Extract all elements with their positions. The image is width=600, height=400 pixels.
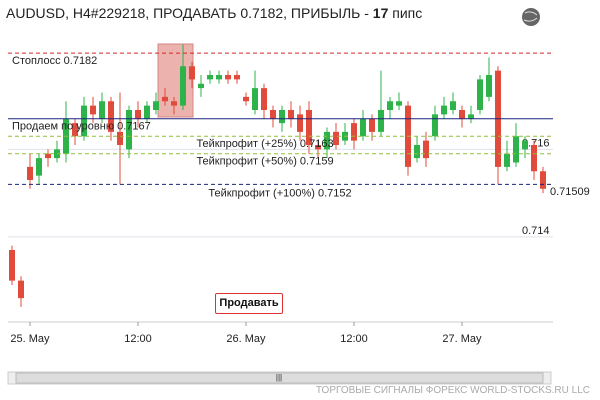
scroll-grip: |||: [276, 373, 282, 382]
x-tick-label: 27. May: [442, 333, 482, 345]
level-label: Тейкпрофит (+100%) 0.7152: [208, 187, 351, 199]
candle-body: [540, 171, 546, 189]
candle-body: [243, 96, 249, 102]
candle-body: [387, 101, 393, 110]
candle-body: [297, 114, 303, 132]
candle-body: [441, 105, 447, 115]
candle-body: [360, 118, 366, 137]
x-tick-label: 26. May: [226, 333, 266, 345]
candle-body: [315, 145, 321, 150]
entry-zone: [157, 43, 194, 118]
candle-body: [27, 166, 33, 180]
candle-body: [279, 110, 285, 124]
candle-body: [9, 250, 15, 281]
x-tick-label: 12:00: [340, 333, 368, 345]
candle-body: [36, 158, 42, 176]
candle-body: [486, 75, 492, 97]
candle-body: [414, 145, 420, 159]
level-label: Тейкпрофит (+50%) 0.7159: [196, 156, 333, 168]
candle-body: [126, 110, 132, 150]
scroll-thumb[interactable]: [15, 372, 544, 384]
last-price: 0.71509: [550, 186, 590, 198]
candle-body: [333, 131, 339, 145]
candle-body: [270, 110, 276, 119]
candle-body: [90, 105, 96, 115]
title-text: AUDUSD, H4#229218, ПРОДАВАТЬ 0.7182, ПРИ…: [6, 5, 369, 21]
candle-body: [513, 136, 519, 163]
y-tick-label: 0.714: [522, 225, 550, 237]
candle-body: [351, 123, 357, 141]
candle-body: [288, 110, 294, 119]
candle-body: [522, 140, 528, 150]
candle-body: [396, 101, 402, 106]
x-tick-label: 25. May: [10, 333, 50, 345]
candle-body: [108, 101, 114, 132]
unit: пипс: [392, 5, 423, 21]
candle-body: [45, 153, 51, 159]
candle-body: [72, 123, 78, 137]
candle-body: [117, 131, 123, 145]
candle-body: [153, 101, 159, 110]
y-tick-label: 0.716: [522, 137, 550, 149]
level-label: Тейкпрофит (+25%) 0.7163: [196, 138, 333, 150]
globe-icon[interactable]: [522, 8, 540, 26]
sell-button[interactable]: Продавать: [215, 293, 283, 314]
candle-body: [144, 105, 150, 119]
candle-body: [450, 101, 456, 110]
candle-body: [207, 75, 213, 80]
candle-body: [171, 101, 177, 106]
footer: ТОРГОВЫЕ СИГНАЛЫ ФОРЕКС WORLD-STOCKS.RU …: [315, 385, 590, 396]
candle-body: [369, 118, 375, 132]
candle-body: [180, 66, 186, 106]
candle-body: [225, 75, 231, 80]
title: AUDUSD, H4#229218, ПРОДАВАТЬ 0.7182, ПРИ…: [6, 5, 422, 21]
globe-detail: [523, 11, 538, 22]
candle-body: [378, 110, 384, 132]
candle-body: [306, 110, 312, 145]
candle-body: [459, 110, 465, 119]
candle-body: [135, 110, 141, 119]
candle-body: [81, 105, 87, 137]
candle-body: [261, 88, 267, 110]
candle-body: [99, 101, 105, 119]
level-label: Стоплосс 0.7182: [12, 55, 97, 67]
candle-body: [423, 140, 429, 159]
candle-body: [468, 114, 474, 119]
candle-body: [198, 83, 204, 89]
candle-body: [216, 75, 222, 80]
candle-body: [432, 114, 438, 137]
candle-body: [504, 153, 510, 167]
x-tick-label: 12:00: [124, 333, 152, 345]
profit: 17: [372, 5, 389, 21]
candle-body: [477, 79, 483, 110]
candle-body: [189, 66, 195, 80]
candle-body: [18, 280, 24, 299]
level-label: Продаем по уровню 0.7167: [12, 121, 151, 133]
candle-body: [234, 75, 240, 80]
candle-body: [252, 88, 258, 110]
candle-body: [324, 131, 330, 150]
candle-body: [531, 145, 537, 172]
candle-body: [162, 96, 168, 102]
